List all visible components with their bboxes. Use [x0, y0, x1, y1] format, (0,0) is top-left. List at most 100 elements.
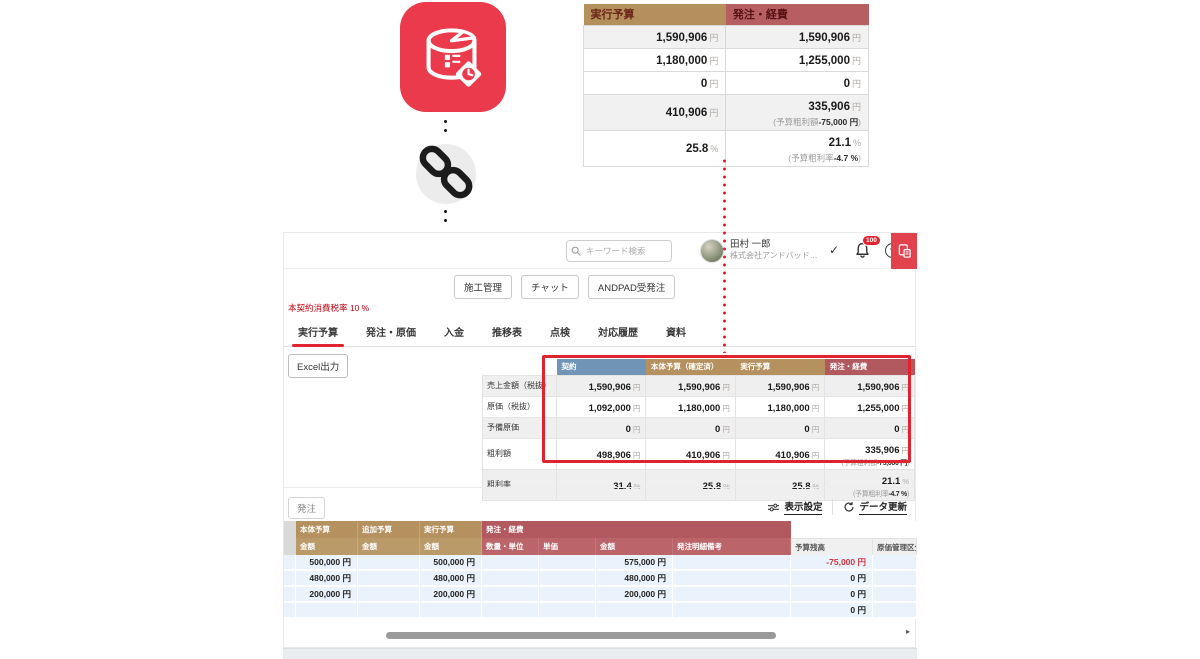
orders-sub-header: 予算残高 [791, 538, 873, 555]
floating-table-cell: 21.1% (予算粗利率-4.7 %) [725, 129, 869, 167]
tab-推移表[interactable]: 推移表 [492, 328, 522, 339]
tax-rate-note: 本契約消費税率 10 % [288, 303, 370, 313]
orders-group-header-row: 本体予算 追加予算 実行予算 発注・経費 [284, 521, 917, 555]
horizontal-scrollbar[interactable] [386, 632, 776, 639]
floating-table-cell: 25.8% [582, 129, 727, 167]
summary-row: 予備原価 0 円 0 円 0 円 0 円 [482, 416, 915, 439]
data-refresh-label: データ更新 [859, 499, 907, 515]
orders-cell [873, 603, 917, 619]
excel-export-button[interactable]: Excel出力 [288, 354, 349, 378]
orders-cell [539, 555, 596, 571]
orders-cell [539, 603, 596, 619]
summary-cell: 1,590,906 円 [824, 374, 915, 397]
service-nav-buttons: 施工管理 チャット ANDPAD受発注 [454, 275, 676, 299]
orders-ghost-cell [873, 521, 917, 538]
data-refresh-link[interactable]: データ更新 [843, 499, 907, 515]
summary-row: 粗利率 31.4% 25.8% 25.8% 21.1% (予算粗利率-4.7 %) [482, 468, 915, 501]
orders-cell: 575,000 円 [596, 555, 673, 571]
user-block[interactable]: 田村 一郎 株式会社アンドパッド… [730, 239, 818, 261]
refresh-icon [844, 501, 855, 512]
floating-summary-table: 実行予算 発注・経費 1,590,906 円 1,590,906 円 1,180,000 円… [582, 4, 869, 167]
summary-corner-cell [482, 359, 557, 375]
summary-row-label: 粗利額 [482, 437, 557, 470]
floating-table-row: 25.8% 21.1% (予算粗利率-4.7 %) [582, 129, 869, 167]
app-header-bar: 田村 一郎 株式会社アンドパッド… ✓ 100 ? [284, 233, 917, 269]
tab-入金[interactable]: 入金 [444, 328, 464, 339]
orders-sub-header: 単価 [539, 538, 596, 555]
floating-table-column-header: 発注・経費 [725, 4, 869, 25]
summary-header-row: 契約 本体予算（確定済） 実行予算 発注・経費 [482, 359, 915, 375]
orders-cell: 500,000 円 [420, 555, 482, 571]
company-name: 株式会社アンドパッド… [730, 251, 818, 260]
sliders-icon [768, 503, 780, 511]
orders-cell: 0 円 [791, 603, 873, 619]
summary-cell: 21.1% (予算粗利率-4.7 %) [824, 468, 915, 501]
tab-対応履歴[interactable]: 対応履歴 [598, 328, 638, 339]
connector-dots-top [444, 120, 447, 132]
summary-cell: 1,590,906 円 [555, 374, 647, 397]
nav-button-ANDPAD受発注[interactable]: ANDPAD受発注 [587, 275, 676, 299]
orders-row-handle [284, 603, 296, 619]
tab-資料[interactable]: 資料 [666, 328, 686, 339]
connector-dots-bottom [444, 210, 447, 222]
orders-cell: 480,000 円 [420, 571, 482, 587]
search-input[interactable] [584, 245, 664, 257]
search-box[interactable] [566, 240, 672, 262]
floating-table-cell: 1,255,000 円 [725, 47, 869, 72]
floating-table-cell: 1,590,906 円 [725, 24, 869, 49]
orders-cell [482, 555, 539, 571]
orders-cell: 480,000 円 [296, 571, 358, 587]
check-icon[interactable]: ✓ [829, 243, 840, 257]
orders-row: 200,000 円 200,000 円 200,000 円 0 円 [284, 587, 917, 603]
app-switcher-button[interactable] [891, 233, 917, 269]
summary-cell: 1,092,000 円 [555, 395, 647, 418]
notifications-button[interactable]: 100 [854, 235, 881, 263]
orders-cell: 500,000 円 [296, 555, 358, 571]
document-calculator-icon [898, 244, 911, 258]
orders-cell: 480,000 円 [596, 571, 673, 587]
link-chain-icon [412, 138, 480, 206]
orders-cell [539, 571, 596, 587]
display-settings-label: 表示設定 [784, 499, 823, 515]
orders-cell [296, 603, 358, 619]
summary-cell: 410,906 円 [645, 437, 736, 470]
floating-table-column-header: 実行予算 [583, 4, 726, 25]
orders-cell [358, 555, 420, 571]
summary-column-header: 実行予算 [735, 359, 825, 375]
tab-点検[interactable]: 点検 [550, 328, 570, 339]
orders-cell: 0 円 [791, 571, 873, 587]
orders-sub-header: 金額 [296, 538, 358, 555]
orders-row: 500,000 円 500,000 円 575,000 円 -75,000 円 [284, 555, 917, 571]
orders-toolbar: 表示設定 データ更新 [767, 499, 907, 515]
red-dotted-connector-line [723, 157, 726, 353]
avatar[interactable] [700, 239, 724, 263]
summary-cell: 410,906 円 [734, 437, 826, 470]
tab-実行予算[interactable]: 実行予算 [292, 317, 344, 347]
orders-row-handle [284, 587, 296, 603]
user-name: 田村 一郎 [730, 239, 771, 250]
tab-発注・原価[interactable]: 発注・原価 [366, 328, 416, 339]
display-settings-link[interactable]: 表示設定 [767, 499, 823, 515]
summary-cell: 25.8% [734, 468, 826, 501]
summary-cell: 335,906 円 (予算粗利額-75,000 円) [824, 437, 915, 470]
orders-cell: -75,000 円 [791, 555, 873, 571]
floating-table-cell: 410,906 円 [582, 93, 727, 131]
orders-cell [420, 603, 482, 619]
scroll-right-arrow[interactable]: ▸ [906, 627, 911, 636]
floating-table-row: 410,906 円 335,906 円 (予算粗利額-75,000 円) [582, 93, 869, 131]
nav-button-チャット[interactable]: チャット [521, 275, 579, 299]
orders-cell [673, 571, 791, 587]
nav-button-施工管理[interactable]: 施工管理 [454, 275, 513, 299]
orders-cell [673, 603, 791, 619]
floating-table-cell: 1,180,000 円 [582, 47, 727, 72]
summary-row-label: 売上金額（税抜） [482, 374, 557, 397]
tab-bar: 実行予算 発注・原価 入金 推移表 点検 対応履歴 資料 [284, 317, 915, 347]
summary-cell: 1,180,000 円 [734, 395, 826, 418]
